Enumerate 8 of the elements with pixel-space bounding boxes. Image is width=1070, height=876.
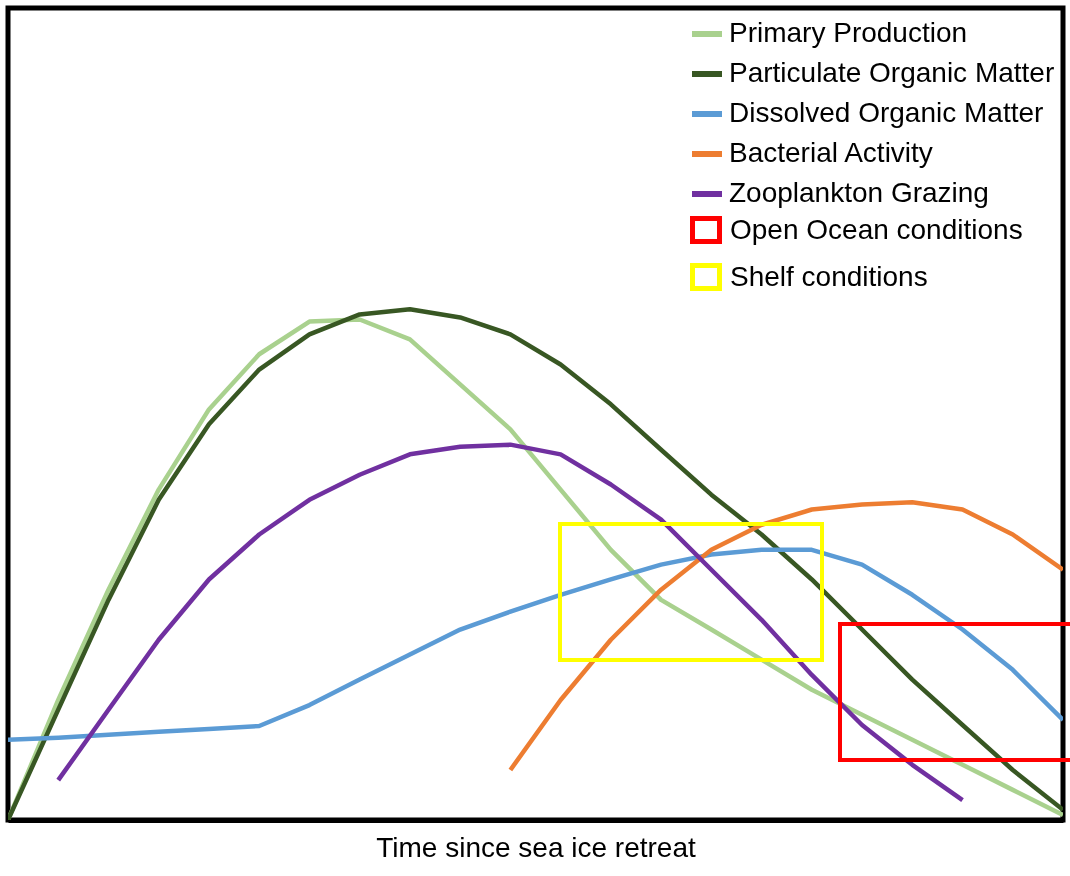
legend-label: Bacterial Activity xyxy=(729,137,933,168)
text: Open Ocean conditions xyxy=(730,214,1023,246)
legend-label: Dissolved Organic Matter xyxy=(729,97,1044,128)
x-axis-title: Time since sea ice retreat xyxy=(376,831,696,863)
text: Shelf conditions xyxy=(730,261,928,293)
legend-label: Particulate Organic Matter xyxy=(729,57,1055,88)
legend-label: Primary Production xyxy=(729,17,968,48)
legend-label: Zooplankton Grazing xyxy=(729,177,989,208)
